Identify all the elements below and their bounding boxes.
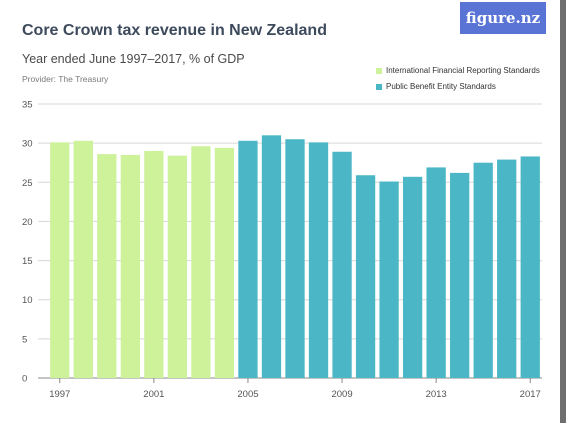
bar-2009[interactable]: [332, 151, 352, 378]
legend-label-pbe: Public Benefit Entity Standards: [386, 82, 496, 91]
bar-2006[interactable]: [261, 135, 282, 378]
figure-nz-logo[interactable]: figure.nz: [460, 2, 546, 34]
bar-2004[interactable]: [214, 147, 235, 378]
chart-subtitle: Year ended June 1997–2017, % of GDP: [22, 52, 245, 66]
x-tick-label: 2005: [237, 389, 258, 400]
y-tick-label: 0: [22, 374, 27, 385]
bar-1999[interactable]: [97, 154, 117, 378]
bar-2003[interactable]: [191, 146, 211, 378]
x-tick-label: 2001: [143, 389, 164, 400]
y-tick-label: 25: [22, 178, 33, 189]
bar-2007[interactable]: [285, 139, 305, 378]
bar-2005[interactable]: [238, 140, 258, 378]
y-tick-label: 10: [22, 295, 33, 306]
legend-swatch-ifrs: [376, 67, 382, 74]
y-tick-label: 35: [22, 100, 33, 111]
x-tick-label: 1997: [49, 389, 70, 400]
bar-2017[interactable]: [520, 156, 540, 378]
bar-2001[interactable]: [144, 150, 164, 378]
legend-label-ifrs: International Financial Reporting Standa…: [386, 66, 540, 75]
x-tick-label: 2017: [520, 389, 541, 400]
y-tick-label: 20: [22, 217, 33, 228]
legend-item-ifrs: International Financial Reporting Standa…: [376, 66, 540, 75]
y-tick-label: 30: [22, 139, 33, 150]
bar-1997[interactable]: [50, 142, 70, 378]
bar-2008[interactable]: [308, 142, 329, 378]
bar-2014[interactable]: [450, 172, 470, 378]
bar-2002[interactable]: [167, 155, 188, 378]
bar-2010[interactable]: [355, 175, 376, 378]
provider-text: Provider: The Treasury: [22, 74, 109, 84]
bar-2015[interactable]: [473, 162, 493, 378]
legend-swatch-pbe: [376, 83, 382, 90]
bar-1998[interactable]: [73, 140, 93, 378]
bar-2012[interactable]: [402, 176, 423, 378]
chart-title: Core Crown tax revenue in New Zealand: [22, 22, 327, 39]
legend-item-pbe: Public Benefit Entity Standards: [376, 82, 496, 91]
bar-2013[interactable]: [426, 167, 446, 378]
bar-2016[interactable]: [497, 159, 517, 378]
bar-2011[interactable]: [379, 181, 399, 378]
x-tick-label: 2013: [426, 389, 447, 400]
x-tick-label: 2009: [331, 389, 352, 400]
y-tick-label: 15: [22, 256, 33, 267]
bar-2000[interactable]: [120, 154, 140, 378]
y-tick-label: 5: [22, 334, 27, 345]
